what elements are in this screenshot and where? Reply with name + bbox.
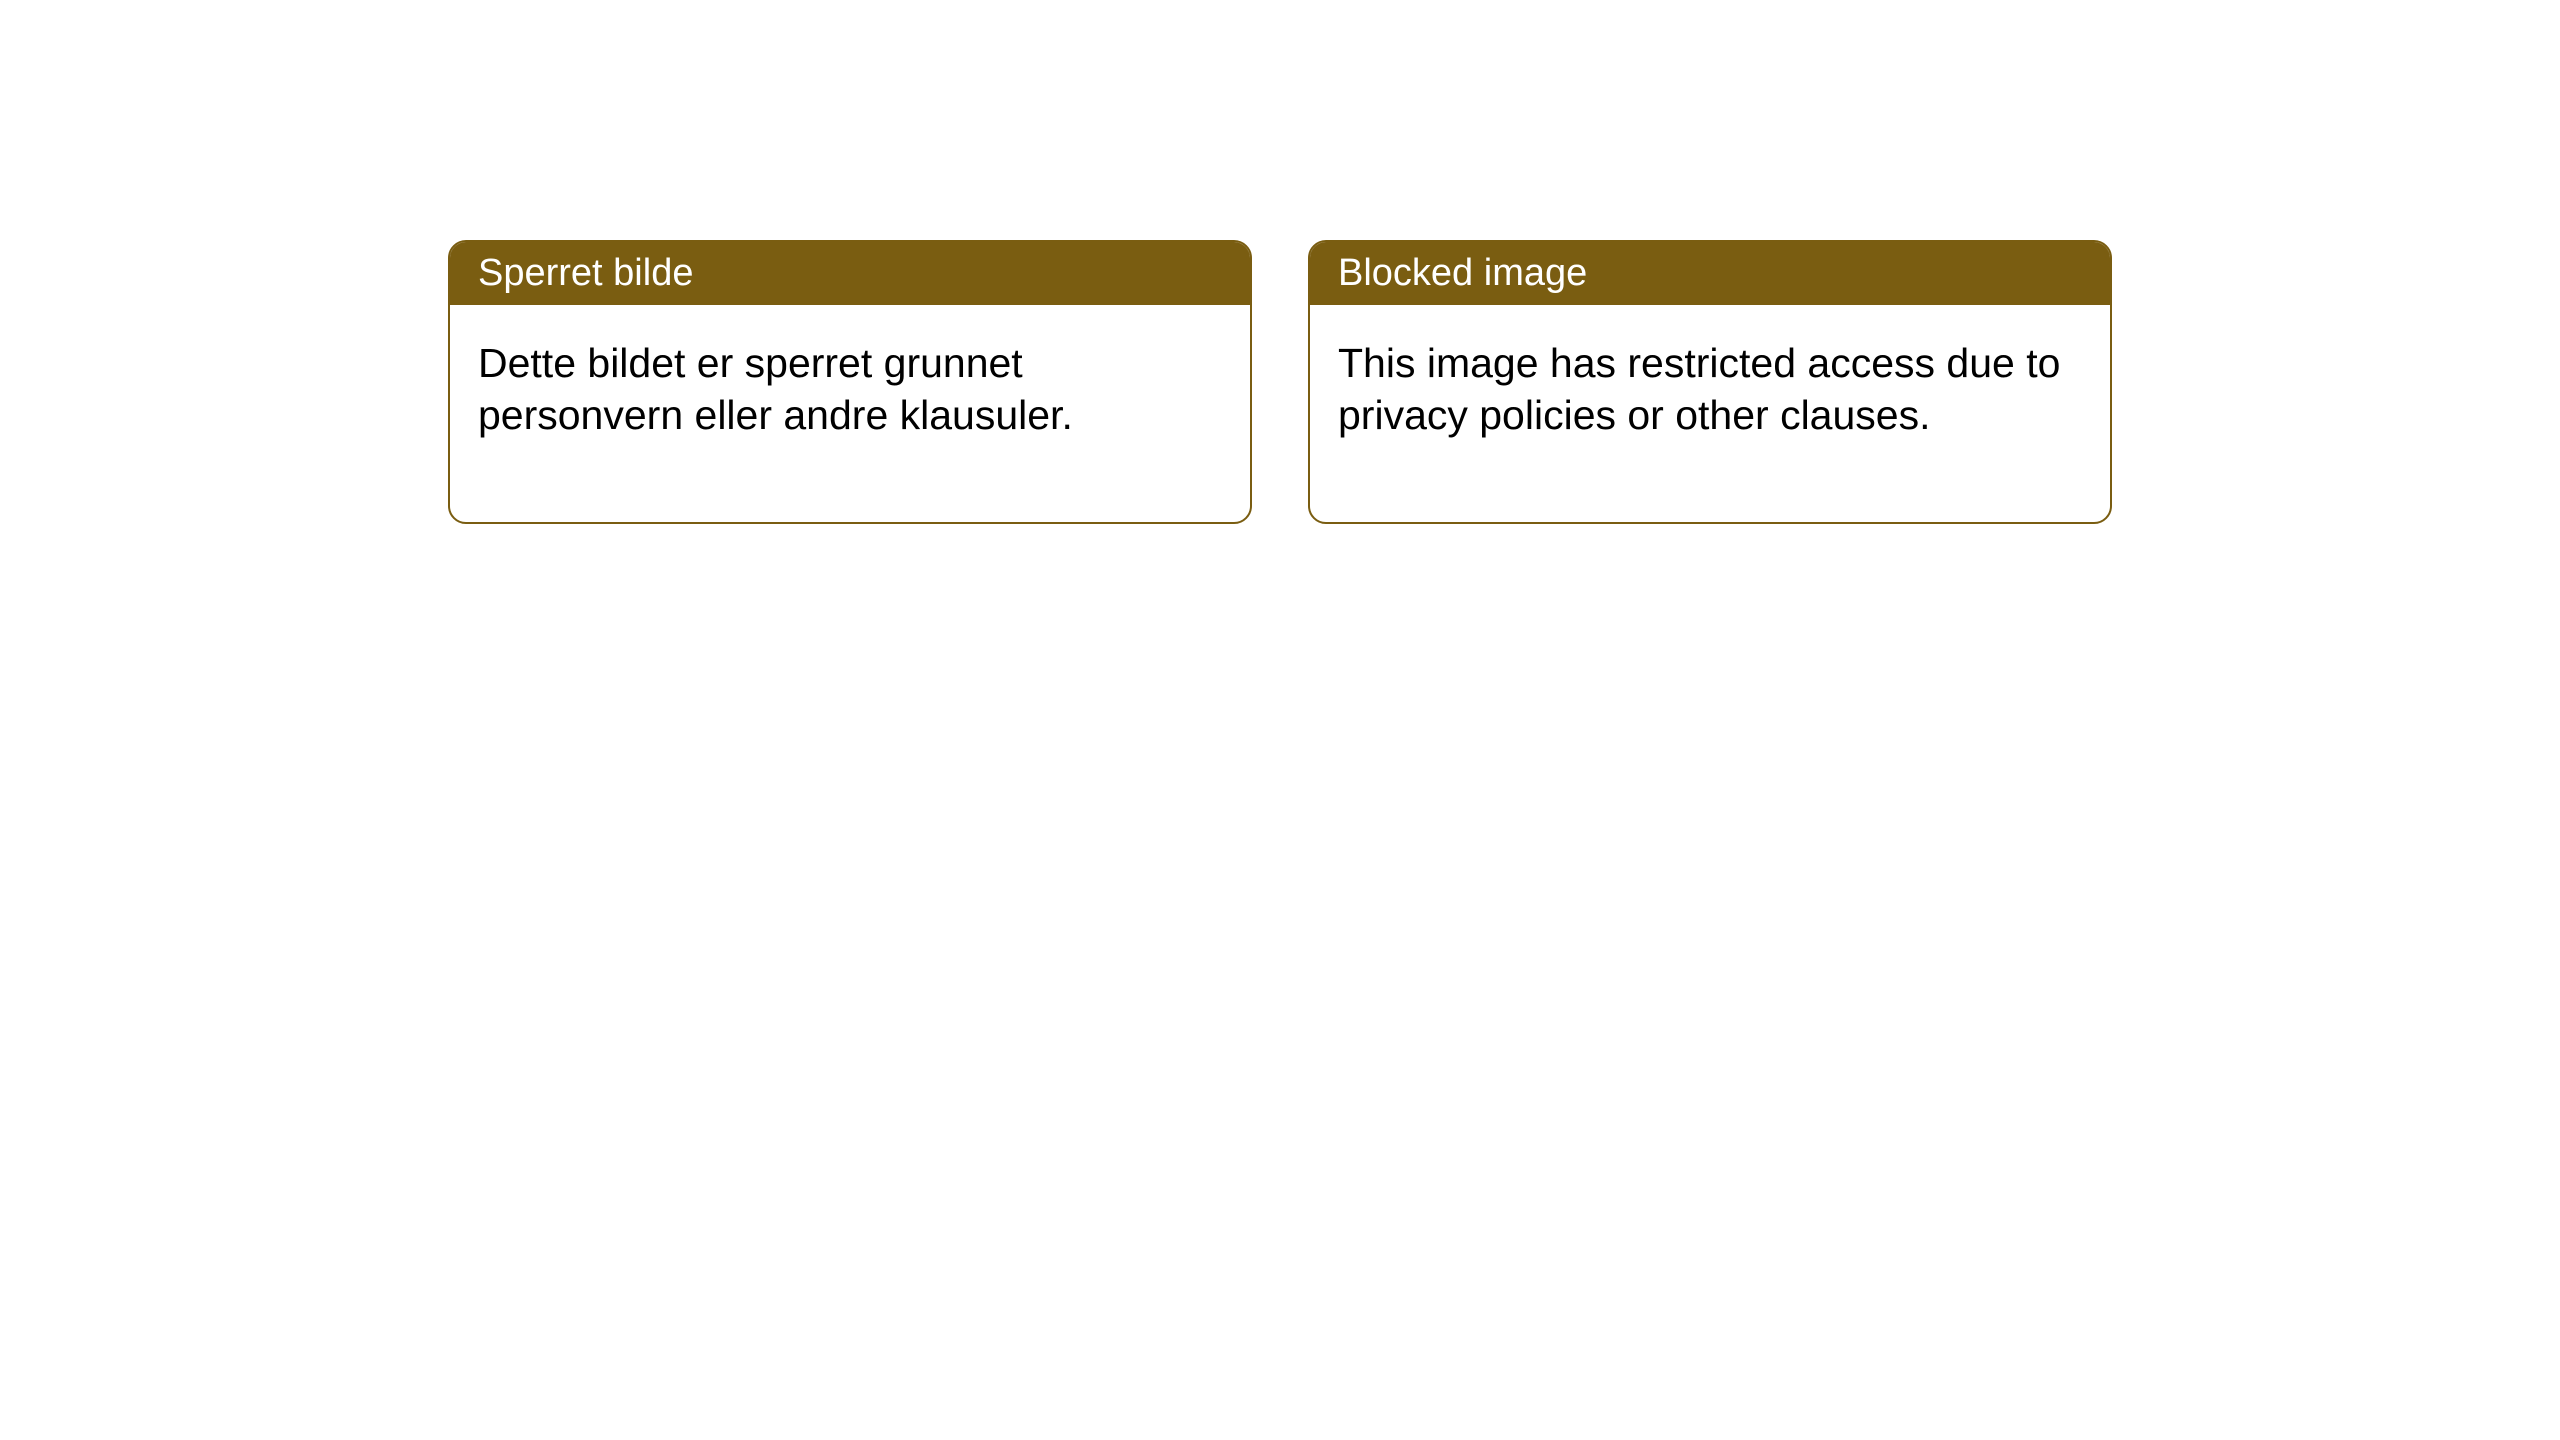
notice-container: Sperret bilde Dette bildet er sperret gr… — [448, 240, 2112, 524]
notice-box-english: Blocked image This image has restricted … — [1308, 240, 2112, 524]
notice-header-norwegian: Sperret bilde — [450, 242, 1250, 305]
notice-body-english: This image has restricted access due to … — [1310, 305, 2110, 522]
notice-box-norwegian: Sperret bilde Dette bildet er sperret gr… — [448, 240, 1252, 524]
notice-header-english: Blocked image — [1310, 242, 2110, 305]
notice-body-norwegian: Dette bildet er sperret grunnet personve… — [450, 305, 1250, 522]
notice-text-english: This image has restricted access due to … — [1338, 340, 2060, 438]
notice-text-norwegian: Dette bildet er sperret grunnet personve… — [478, 340, 1073, 438]
notice-title-english: Blocked image — [1338, 252, 1587, 294]
notice-title-norwegian: Sperret bilde — [478, 252, 693, 294]
